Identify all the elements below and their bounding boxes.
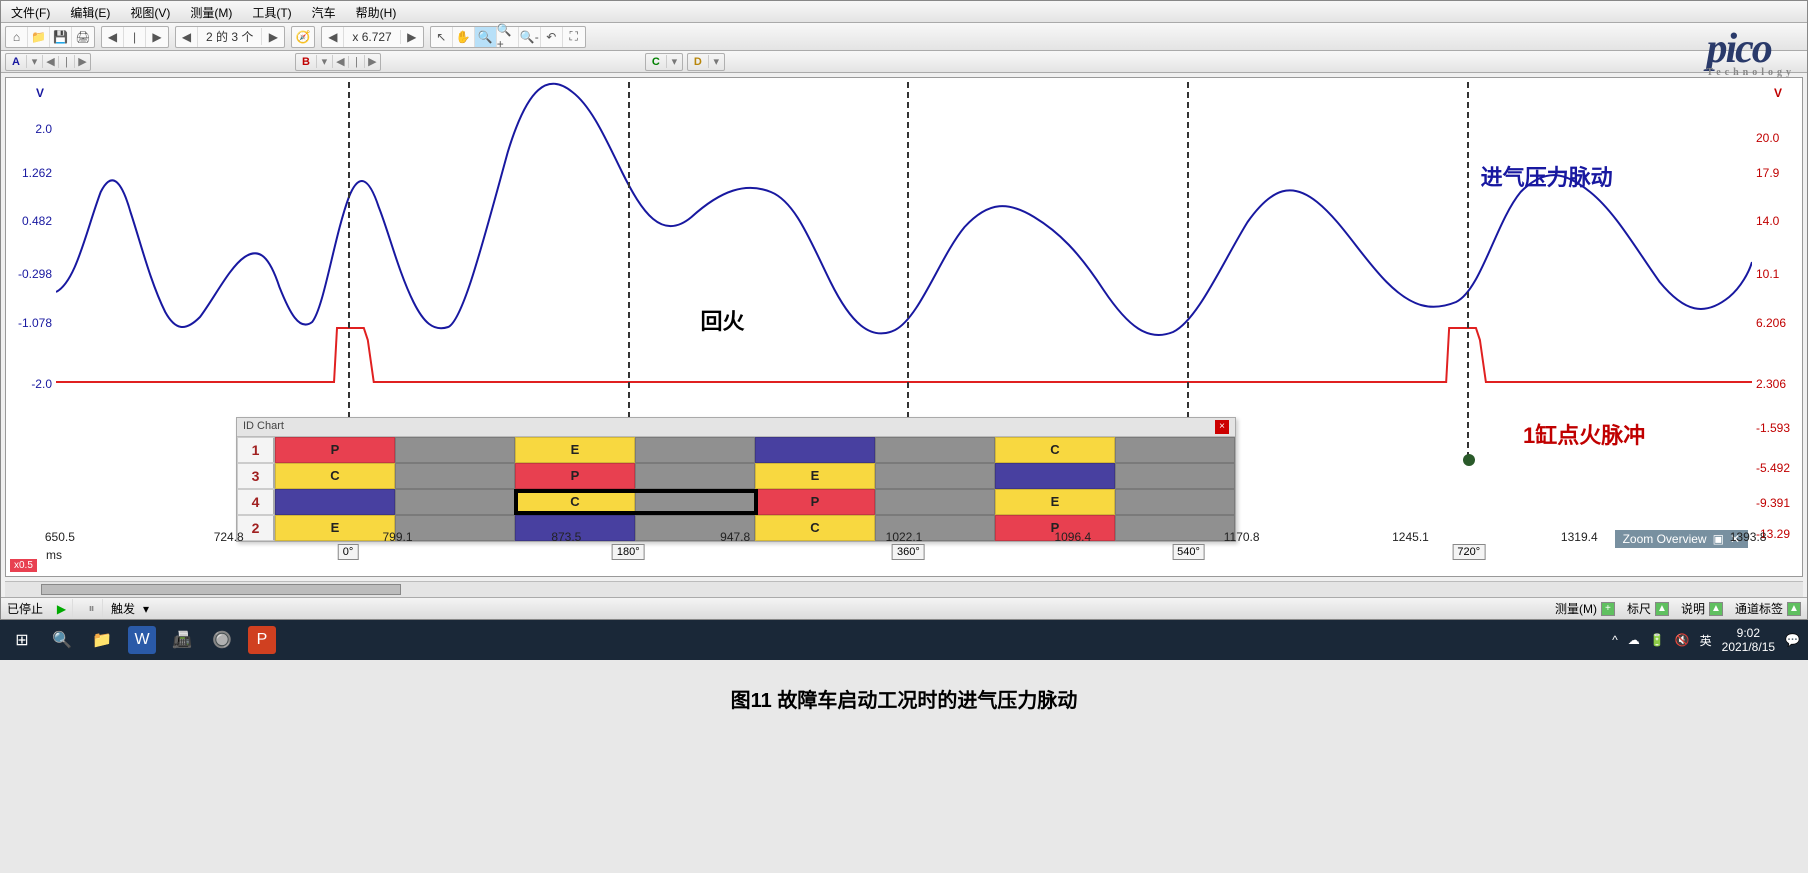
- zoom-prev-icon[interactable]: ◀: [322, 27, 344, 47]
- degree-marker[interactable]: 720°: [1452, 544, 1485, 560]
- prev-icon[interactable]: ◀: [102, 27, 124, 47]
- scanner-icon[interactable]: 📠: [168, 626, 196, 654]
- clock-date: 2021/8/15: [1722, 640, 1775, 654]
- menubar: 文件(F)编辑(E)视图(V)测量(M)工具(T)汽车帮助(H): [1, 1, 1807, 23]
- nav-sep: |: [124, 27, 146, 47]
- windows-taskbar: ⊞ 🔍 📁 W 📠 🔘 P ^ ☁ 🔋 🔇 英 9:02 2021/8/15 💬: [0, 620, 1808, 660]
- start-icon[interactable]: ⊞: [8, 626, 36, 654]
- search-icon[interactable]: 🔍: [48, 626, 76, 654]
- menu-item[interactable]: 工具(T): [242, 1, 301, 22]
- fit-icon[interactable]: ⛶: [563, 27, 585, 47]
- zoom-select-icon[interactable]: 🔍: [475, 27, 497, 47]
- trigger-label[interactable]: 触发: [111, 600, 135, 617]
- time-ruler[interactable]: [1467, 82, 1469, 458]
- frame-prev-icon[interactable]: ◀: [176, 27, 198, 47]
- notification-icon[interactable]: 💬: [1785, 633, 1800, 647]
- cloud-icon[interactable]: ☁: [1628, 633, 1640, 647]
- degree-marker[interactable]: 180°: [612, 544, 645, 560]
- volume-icon[interactable]: 🔇: [1675, 633, 1690, 647]
- close-icon[interactable]: ×: [1215, 420, 1229, 434]
- highlight-box: [514, 489, 759, 515]
- status-item[interactable]: 标尺▲: [1627, 600, 1669, 617]
- menu-item[interactable]: 汽车: [302, 1, 346, 22]
- status-text: 已停止: [7, 600, 43, 617]
- time-ruler[interactable]: [348, 82, 350, 458]
- zoom-out-icon[interactable]: 🔍-: [519, 27, 541, 47]
- play-icon[interactable]: ▶: [51, 599, 73, 619]
- time-ruler[interactable]: [628, 82, 630, 458]
- idchart-row: 3CPE: [237, 463, 1235, 489]
- channel-A[interactable]: A▾◀|▶: [5, 53, 91, 71]
- app-window: 文件(F)编辑(E)视图(V)测量(M)工具(T)汽车帮助(H) ⌂ 📁 💾 🖨…: [0, 0, 1808, 620]
- undo-icon[interactable]: ↶: [541, 27, 563, 47]
- idchart-row: 1PEC: [237, 437, 1235, 463]
- open-icon[interactable]: 📁: [28, 27, 50, 47]
- save-icon[interactable]: 💾: [50, 27, 72, 47]
- toolbar-main: ⌂ 📁 💾 🖨 ◀ | ▶ ◀ 2 的 3 个 ▶ 🧭 ◀ x 6.727 ▶ …: [1, 23, 1807, 51]
- time-ruler[interactable]: [1187, 82, 1189, 458]
- tray-chevron-icon[interactable]: ^: [1612, 633, 1618, 647]
- degree-marker[interactable]: 0°: [338, 544, 359, 560]
- pause-icon[interactable]: ⏸: [81, 599, 103, 619]
- status-item[interactable]: 通道标签▲: [1735, 600, 1801, 617]
- x-axis: ms 650.5724.8799.1873.5947.81022.11096.4…: [6, 520, 1802, 576]
- time-ruler[interactable]: [907, 82, 909, 458]
- menu-item[interactable]: 文件(F): [1, 1, 60, 22]
- annotation: 进气压力脉动: [1481, 160, 1613, 192]
- horizontal-scrollbar[interactable]: [5, 581, 1803, 597]
- status-item[interactable]: 说明▲: [1681, 600, 1723, 617]
- compass-icon[interactable]: 🧭: [292, 27, 314, 47]
- hand-icon[interactable]: ✋: [453, 27, 475, 47]
- channel-bar: A▾◀|▶ B▾◀|▶ C▾ D▾: [1, 51, 1807, 73]
- id-chart-title: ID Chart: [243, 420, 284, 434]
- channel-D[interactable]: D▾: [687, 53, 725, 71]
- zoom-in-icon[interactable]: 🔍+: [497, 27, 519, 47]
- menu-item[interactable]: 视图(V): [120, 1, 180, 22]
- channel-B[interactable]: B▾◀|▶: [295, 53, 381, 71]
- print-icon[interactable]: 🖨: [72, 27, 94, 47]
- pico-app-icon[interactable]: 🔘: [208, 626, 236, 654]
- powerpoint-icon[interactable]: P: [248, 626, 276, 654]
- frame-next-icon[interactable]: ▶: [262, 27, 284, 47]
- status-item[interactable]: 测量(M)+: [1555, 600, 1615, 617]
- word-icon[interactable]: W: [128, 626, 156, 654]
- statusbar: 已停止 ▶ ⏸ 触发 ▾ 测量(M)+标尺▲说明▲通道标签▲: [1, 597, 1807, 619]
- zoom-next-icon[interactable]: ▶: [401, 27, 423, 47]
- pointer-icon[interactable]: ↖: [431, 27, 453, 47]
- chart-area: V 2.01.2620.482-0.298-1.078-2.0 V 20.017…: [5, 77, 1803, 577]
- y-axis-left: V 2.01.2620.482-0.298-1.078-2.0: [6, 78, 56, 518]
- battery-icon[interactable]: 🔋: [1650, 633, 1665, 647]
- degree-marker[interactable]: 360°: [892, 544, 925, 560]
- ime-indicator[interactable]: 英: [1700, 632, 1712, 649]
- degree-marker[interactable]: 540°: [1172, 544, 1205, 560]
- frame-position: 2 的 3 个: [198, 28, 262, 45]
- menu-item[interactable]: 测量(M): [180, 1, 242, 22]
- annotation: 回火: [700, 304, 744, 336]
- zoom-factor: x 6.727: [344, 30, 400, 44]
- explorer-icon[interactable]: 📁: [88, 626, 116, 654]
- menu-item[interactable]: 帮助(H): [346, 1, 407, 22]
- channel-C[interactable]: C▾: [645, 53, 683, 71]
- figure-caption: 图11 故障车启动工况时的进气压力脉动: [0, 660, 1808, 737]
- menu-item[interactable]: 编辑(E): [60, 1, 120, 22]
- home-icon[interactable]: ⌂: [6, 27, 28, 47]
- zoom-badge: x0.5: [10, 559, 37, 572]
- y-axis-right: V 20.017.914.010.16.2062.306-1.593-5.492…: [1752, 78, 1802, 518]
- pico-logo: pico Technology: [1706, 25, 1795, 78]
- next-icon[interactable]: ▶: [146, 27, 168, 47]
- clock-time: 9:02: [1722, 626, 1775, 640]
- annotation: 1缸点火脉冲: [1523, 418, 1645, 450]
